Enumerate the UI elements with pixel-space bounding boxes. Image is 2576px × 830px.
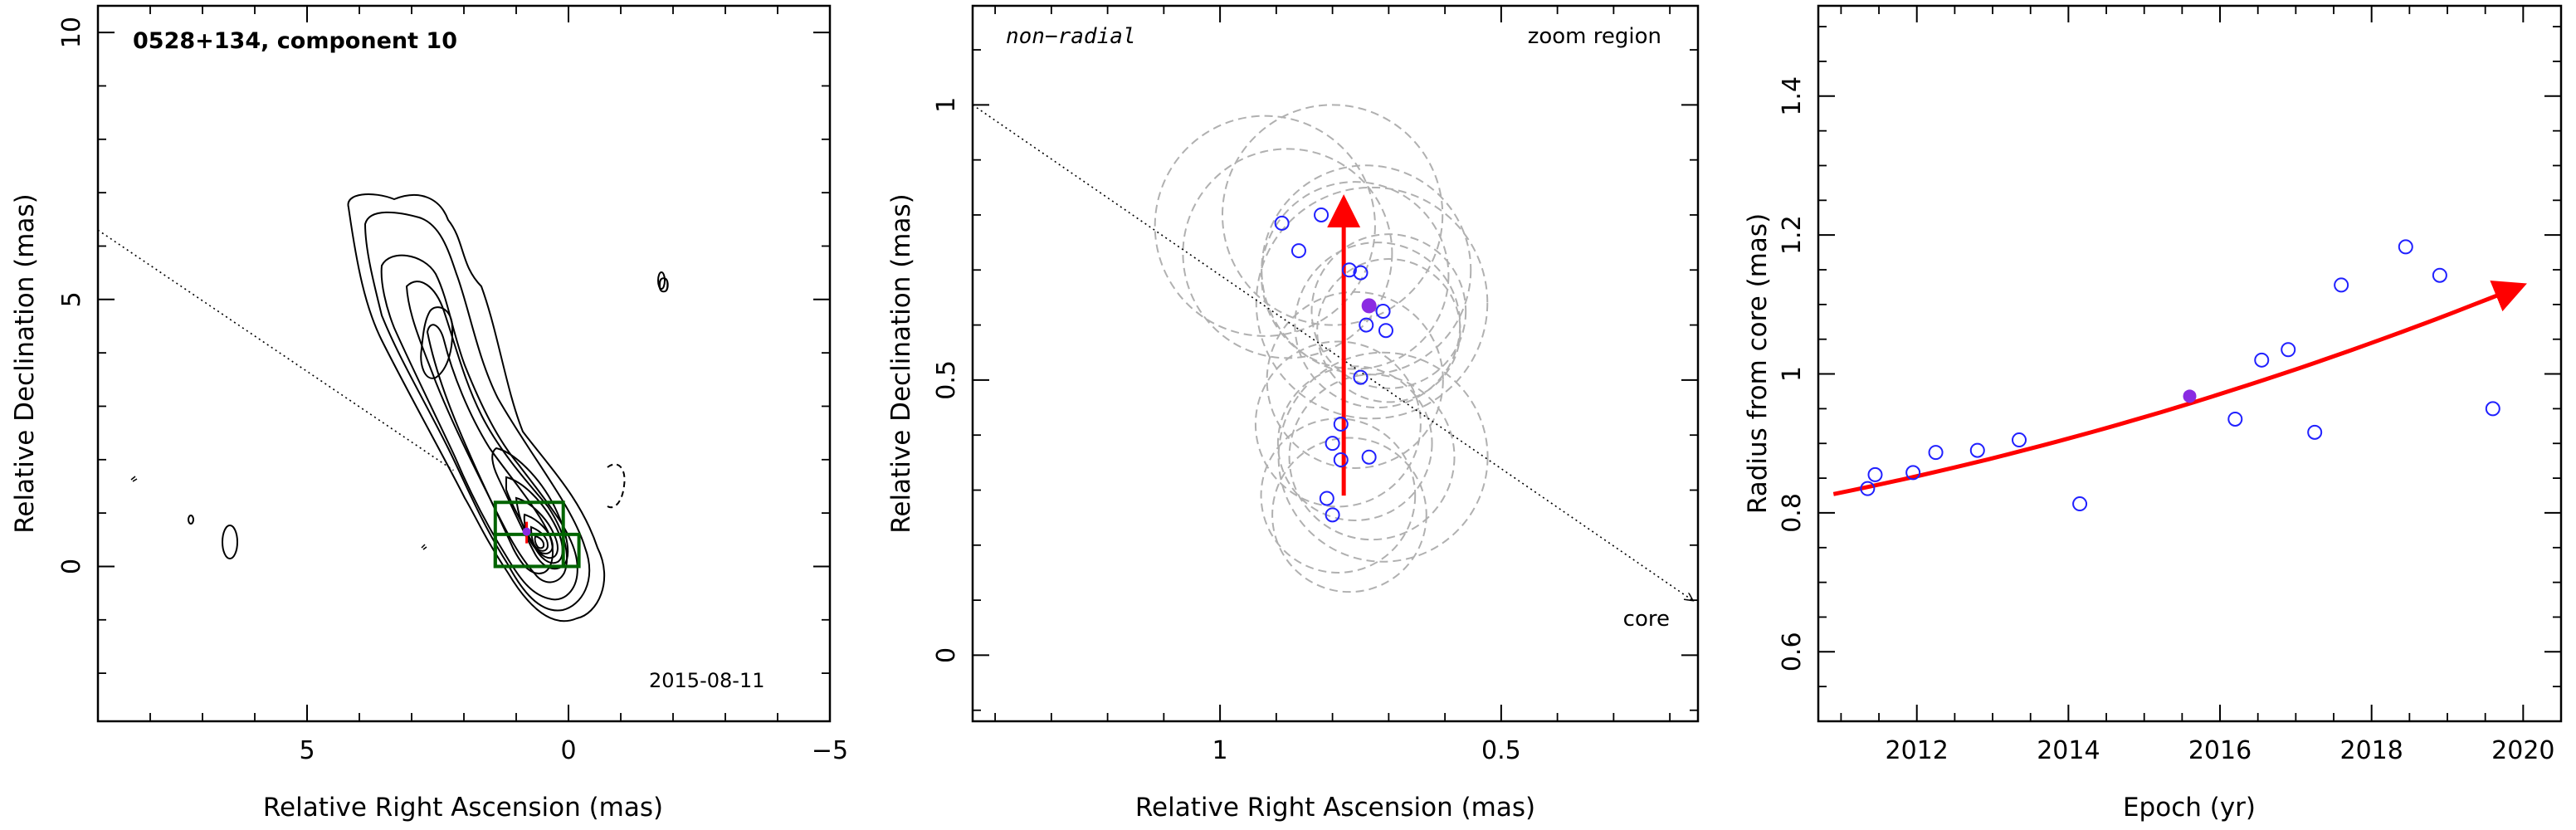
radius-point	[2485, 401, 2500, 417]
y-axis-label: Relative Declination (mas)	[10, 193, 40, 534]
size-circle	[1288, 374, 1456, 541]
x-axis-label: Epoch (yr)	[2123, 793, 2256, 823]
y-axis-label: Relative Declination (mas)	[886, 193, 916, 534]
position-point	[1290, 243, 1306, 259]
size-circle	[1271, 437, 1427, 593]
radial-direction-line	[98, 229, 454, 471]
size-circle	[1294, 242, 1461, 409]
y-tick-label: 1.4	[1778, 76, 1807, 116]
size-circle	[1255, 186, 1489, 420]
size-circle	[1310, 233, 1467, 389]
contour-lines	[130, 193, 666, 622]
radius-point	[2432, 267, 2447, 283]
zoom-region-label: zoom region	[1528, 24, 1661, 49]
contour-map-panel: 5 0 −5 0 5 10 0528+134, component 10 2015-08-…	[10, 4, 848, 823]
radius-point	[1969, 442, 1985, 458]
position-point	[1333, 416, 1349, 432]
position-point	[1375, 304, 1391, 320]
x-tick-label: 0	[560, 736, 576, 765]
position-point	[1353, 369, 1368, 385]
position-point	[1359, 317, 1374, 333]
x-tick-label: 2016	[2188, 736, 2252, 765]
position-point	[1325, 507, 1340, 523]
radius-point	[2254, 352, 2270, 368]
y-tick-label: 1.2	[1778, 215, 1807, 255]
component-dot	[522, 527, 531, 536]
position-point	[1319, 491, 1334, 506]
size-circle	[1266, 290, 1444, 469]
radius-point	[1928, 445, 1944, 461]
radial-direction-line	[972, 104, 1692, 600]
radius-point	[2227, 411, 2243, 427]
y-tick-label: 0.6	[1778, 632, 1807, 671]
x-tick-label: 2020	[2491, 736, 2554, 765]
radius-point	[2307, 424, 2323, 440]
y-tick-label: 1	[1778, 366, 1807, 382]
panel-title: 0528+134, component 10	[133, 28, 457, 54]
zoom-panel: 1 0.5 0 0.5 1 non−radial zoom region core Re…	[886, 4, 1700, 823]
radius-point	[1867, 466, 1883, 482]
axis-ticks: 1 0.5 0 0.5 1	[932, 6, 1698, 765]
radius-point	[1905, 465, 1921, 481]
size-circle	[1260, 181, 1450, 370]
size-circle	[1276, 365, 1433, 521]
radius-point	[2012, 432, 2027, 448]
position-point	[1274, 215, 1290, 231]
axis-ticks: 2012 2014 2016 2018 2020 0.6 0.8 1 1.2 1.4	[1778, 6, 2561, 765]
x-axis-label: Relative Right Ascension (mas)	[1135, 793, 1535, 823]
y-tick-label: 0	[932, 647, 961, 663]
y-tick-label: 0.8	[1778, 493, 1807, 533]
x-tick-label: 5	[299, 736, 315, 765]
position-point	[1361, 449, 1377, 465]
y-tick-label: 0.5	[932, 360, 961, 400]
date-label: 2015-08-11	[649, 669, 764, 692]
plot-frame	[971, 4, 1700, 723]
x-tick-label: 2012	[1886, 736, 1949, 765]
position-point	[1378, 323, 1393, 339]
y-tick-label: 0	[57, 559, 86, 574]
position-point	[1325, 436, 1340, 452]
y-tick-label: 5	[57, 291, 86, 307]
y-tick-label: 10	[57, 17, 86, 48]
x-tick-label: 2018	[2340, 736, 2403, 765]
radius-point	[2398, 239, 2413, 255]
y-axis-label: Radius from core (mas)	[1743, 213, 1773, 514]
x-tick-label: 1	[1212, 736, 1228, 765]
position-point	[1333, 452, 1349, 468]
component-positions	[1274, 207, 1393, 523]
size-circle	[1316, 258, 1461, 403]
position-point	[1341, 262, 1357, 278]
non-radial-label: non−radial	[1006, 24, 1136, 49]
component-marker	[522, 521, 531, 544]
radius-point	[2281, 342, 2296, 358]
highlight-point	[2183, 389, 2197, 403]
size-circle	[1154, 115, 1376, 337]
size-circle	[1221, 104, 1444, 326]
size-circle	[1277, 351, 1489, 563]
position-point	[1314, 207, 1329, 222]
plot-frame	[1817, 4, 2563, 723]
position-point	[1353, 265, 1368, 281]
x-tick-label: −5	[812, 736, 848, 765]
radius-points	[1860, 239, 2500, 512]
radius-vs-epoch-panel: 2012 2014 2016 2018 2020 0.6 0.8 1 1.2 1.4 Epoch …	[1743, 4, 2563, 823]
y-tick-label: 1	[932, 97, 961, 113]
size-circle	[1254, 340, 1422, 508]
radius-point	[2072, 496, 2088, 512]
axis-ticks: 5 0 −5 0 5 10	[57, 6, 848, 765]
fit-curve	[1832, 281, 2527, 496]
zoom-box	[493, 532, 581, 569]
x-axis-label: Relative Right Ascension (mas)	[263, 793, 663, 823]
x-tick-label: 2014	[2037, 736, 2100, 765]
x-tick-label: 0.5	[1481, 736, 1521, 765]
zoom-boxes	[493, 500, 581, 569]
radius-point	[1860, 481, 1876, 496]
size-circle	[1182, 148, 1393, 359]
component-size-circles	[1154, 104, 1489, 593]
contour-value-label: 0	[657, 274, 670, 297]
radius-point	[2334, 277, 2349, 293]
core-label: core	[1623, 607, 1670, 632]
highlight-point	[1361, 298, 1377, 314]
